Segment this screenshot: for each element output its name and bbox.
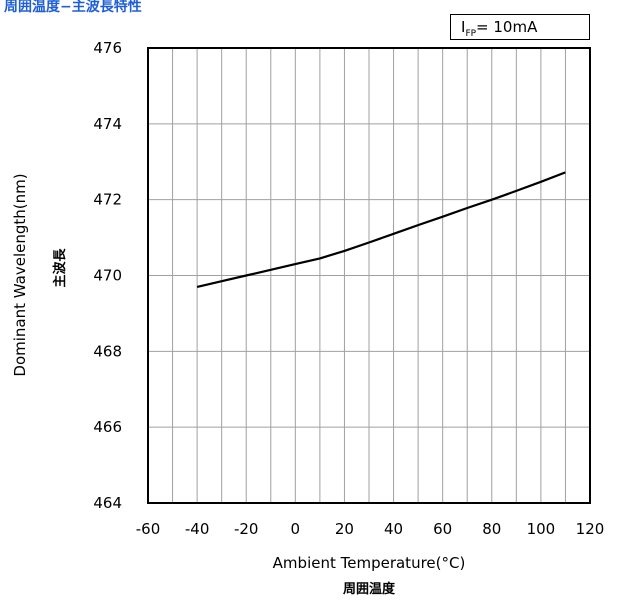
series-layer (196, 171, 566, 288)
grid-layer (148, 48, 590, 503)
x-tick-label: -20 (234, 520, 259, 538)
x-tick-labels: -60 -40 -20 0 20 40 60 80 100 120 (136, 520, 605, 538)
y-axis-title: Dominant Wavelength(nm) (11, 173, 29, 376)
y-tick-label: 476 (93, 39, 122, 57)
condition-subscript: FP (465, 29, 477, 39)
y-tick-label: 466 (93, 418, 122, 436)
x-tick-label: 80 (482, 520, 501, 538)
x-axis-title-jp: 周囲温度 (343, 581, 396, 597)
plot-frame (147, 47, 591, 504)
chart-title: 周囲温度−主波長特性 (4, 0, 142, 15)
condition-box: IFP= 10mA (450, 14, 590, 40)
y-tick-label: 472 (93, 191, 122, 209)
x-tick-label: 0 (291, 520, 301, 538)
y-axis-title-jp: 主波長 (52, 248, 68, 288)
condition-value: = 10mA (476, 18, 538, 36)
x-tick-label: 120 (576, 520, 605, 538)
x-axis-title: Ambient Temperature(°C) (273, 554, 466, 572)
x-tick-label: 100 (527, 520, 556, 538)
y-tick-labels: 464 466 468 470 472 474 476 (93, 39, 122, 512)
x-tick-label: -40 (185, 520, 210, 538)
y-tick-label: 474 (93, 115, 122, 133)
y-tick-label: 470 (93, 267, 122, 285)
x-tick-label: 40 (384, 520, 403, 538)
series-line (196, 171, 566, 288)
condition-symbol: I (461, 18, 466, 36)
y-tick-label: 468 (93, 342, 122, 360)
x-tick-label: -60 (136, 520, 161, 538)
y-tick-label: 464 (93, 494, 122, 512)
x-tick-label: 20 (335, 520, 354, 538)
x-tick-label: 60 (433, 520, 452, 538)
